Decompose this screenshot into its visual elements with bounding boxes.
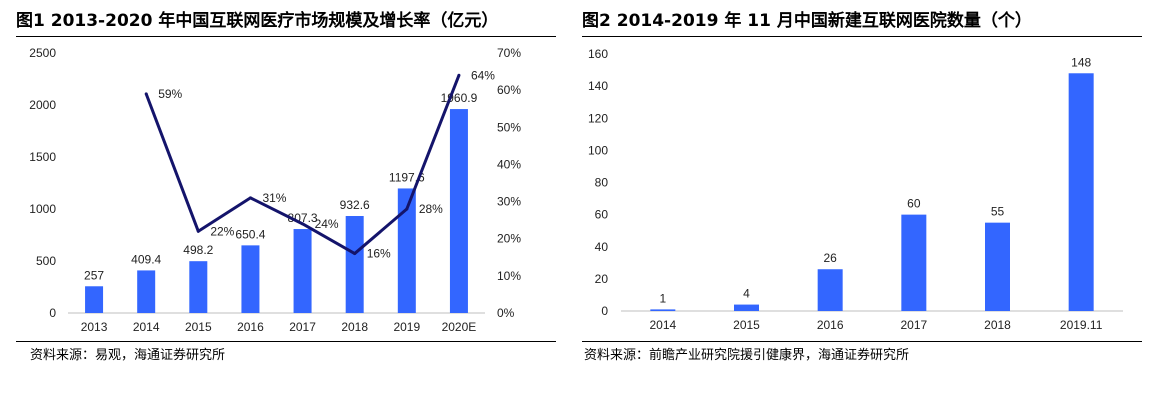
y-right-tick-label: 0%: [497, 306, 515, 320]
bar-value-label: 1960.9: [441, 91, 478, 105]
figure-1-panel: 图1 2013-2020 年中国互联网医疗市场规模及增长率（亿元） 0 500 10…: [0, 0, 560, 401]
y-left-tick-label: 1500: [29, 150, 56, 164]
bar-value-label: 1197.6: [389, 170, 425, 184]
x-tick-label: 2018: [341, 320, 368, 334]
growth-rate-label: 64%: [471, 68, 495, 82]
figure-2-source: 资料来源：前瞻产业研究院援引健康界，海通证券研究所: [584, 348, 910, 363]
bar: [85, 286, 104, 313]
y-right-tick-label: 70%: [497, 46, 521, 60]
y-right-tick-label: 30%: [497, 195, 521, 209]
figure-2-chart: 0 20 40 60 80 100 120 140 160 2014 1 2015 4 2016 26 201…: [588, 47, 1123, 332]
x-tick-label: 2019: [393, 320, 420, 334]
growth-rate-label: 31%: [262, 191, 286, 205]
y-right-tick-label: 10%: [497, 269, 521, 283]
bar: [137, 270, 156, 313]
x-tick-label: 2017: [289, 320, 316, 334]
bar-value-label: 932.6: [340, 198, 370, 212]
bar: [241, 245, 260, 313]
bar: [734, 304, 759, 311]
growth-rate-point: [144, 92, 148, 96]
bar: [650, 309, 676, 311]
bar: [901, 214, 927, 311]
y-tick-label: 40: [595, 240, 609, 254]
bar: [397, 188, 416, 313]
y-right-tick-label: 20%: [497, 232, 521, 246]
y-right-tick-label: 50%: [497, 120, 521, 134]
figure-1-bottom-rule: [16, 341, 556, 342]
growth-rate-point: [457, 73, 461, 77]
y-tick-label: 0: [601, 304, 608, 318]
bar: [817, 269, 843, 311]
figure-2-bottom-rule: [582, 341, 1142, 342]
growth-rate-point: [405, 207, 409, 211]
bar-value-label: 498.2: [183, 243, 213, 257]
growth-rate-label: 24%: [315, 217, 339, 231]
y-left-tick-label: 2500: [29, 46, 56, 60]
y-left-tick-label: 2000: [29, 98, 56, 112]
bar-value-label: 55: [991, 205, 1005, 219]
bar: [189, 261, 208, 313]
y-tick-label: 140: [588, 79, 608, 93]
growth-rate-label: 28%: [419, 202, 443, 216]
growth-rate-label: 22%: [210, 224, 234, 238]
x-tick-label: 2015: [733, 318, 760, 332]
bar-value-label: 257: [84, 268, 104, 282]
growth-rate-point: [301, 222, 305, 226]
bar: [345, 216, 364, 313]
growth-rate-point: [248, 196, 252, 200]
bar-value-label: 4: [743, 287, 750, 301]
x-tick-label: 2014: [649, 318, 676, 332]
growth-rate-point: [196, 229, 200, 233]
x-tick-label: 2019.11: [1060, 318, 1103, 332]
x-tick-label: 2018: [984, 318, 1011, 332]
figure-1-chart: 0 500 1000 1500 2000 2500 0% 10% 20% 30% 40% 50% 60%…: [29, 46, 521, 334]
x-tick-label: 2017: [900, 318, 927, 332]
bar: [985, 222, 1010, 311]
bar: [293, 229, 312, 313]
x-tick-label: 2016: [237, 320, 264, 334]
figure-1-title: 图1 2013-2020 年中国互联网医疗市场规模及增长率（亿元）: [16, 11, 499, 31]
y-tick-label: 160: [588, 47, 608, 61]
bar-value-label: 1: [659, 291, 666, 305]
figure-2-title: 图2 2014-2019 年 11 月中国新建互联网医院数量（个）: [582, 11, 1032, 31]
x-tick-label: 2020E: [442, 320, 477, 334]
y-tick-label: 120: [588, 111, 608, 125]
y-right-tick-label: 60%: [497, 83, 521, 97]
growth-rate-label: 59%: [158, 87, 182, 101]
bar-value-label: 60: [907, 197, 921, 211]
y-tick-label: 20: [595, 272, 609, 286]
figure-1-top-rule: [16, 36, 556, 37]
bar-value-label: 148: [1071, 55, 1091, 69]
figure-2-top-rule: [582, 36, 1142, 37]
bar-value-label: 26: [823, 251, 837, 265]
x-tick-label: 2015: [185, 320, 212, 334]
x-tick-label: 2014: [133, 320, 160, 334]
growth-rate-point: [353, 252, 357, 256]
y-tick-label: 60: [595, 208, 609, 222]
y-right-tick-label: 40%: [497, 157, 521, 171]
bar-value-label: 650.4: [235, 227, 265, 241]
figure-2-panel: 图2 2014-2019 年 11 月中国新建互联网医院数量（个） 0 20 40 6…: [578, 0, 1155, 401]
x-tick-label: 2016: [817, 318, 844, 332]
growth-rate-label: 16%: [367, 247, 391, 261]
y-left-tick-label: 1000: [29, 202, 56, 216]
bar: [1068, 73, 1094, 312]
y-tick-label: 100: [588, 143, 608, 157]
bar: [449, 109, 468, 313]
figure-1-source: 资料来源：易观，海通证券研究所: [30, 348, 226, 363]
y-left-tick-label: 0: [49, 306, 56, 320]
y-left-tick-label: 500: [36, 254, 56, 268]
y-tick-label: 80: [595, 176, 609, 190]
x-tick-label: 2013: [81, 320, 108, 334]
bar-value-label: 409.4: [131, 252, 161, 266]
